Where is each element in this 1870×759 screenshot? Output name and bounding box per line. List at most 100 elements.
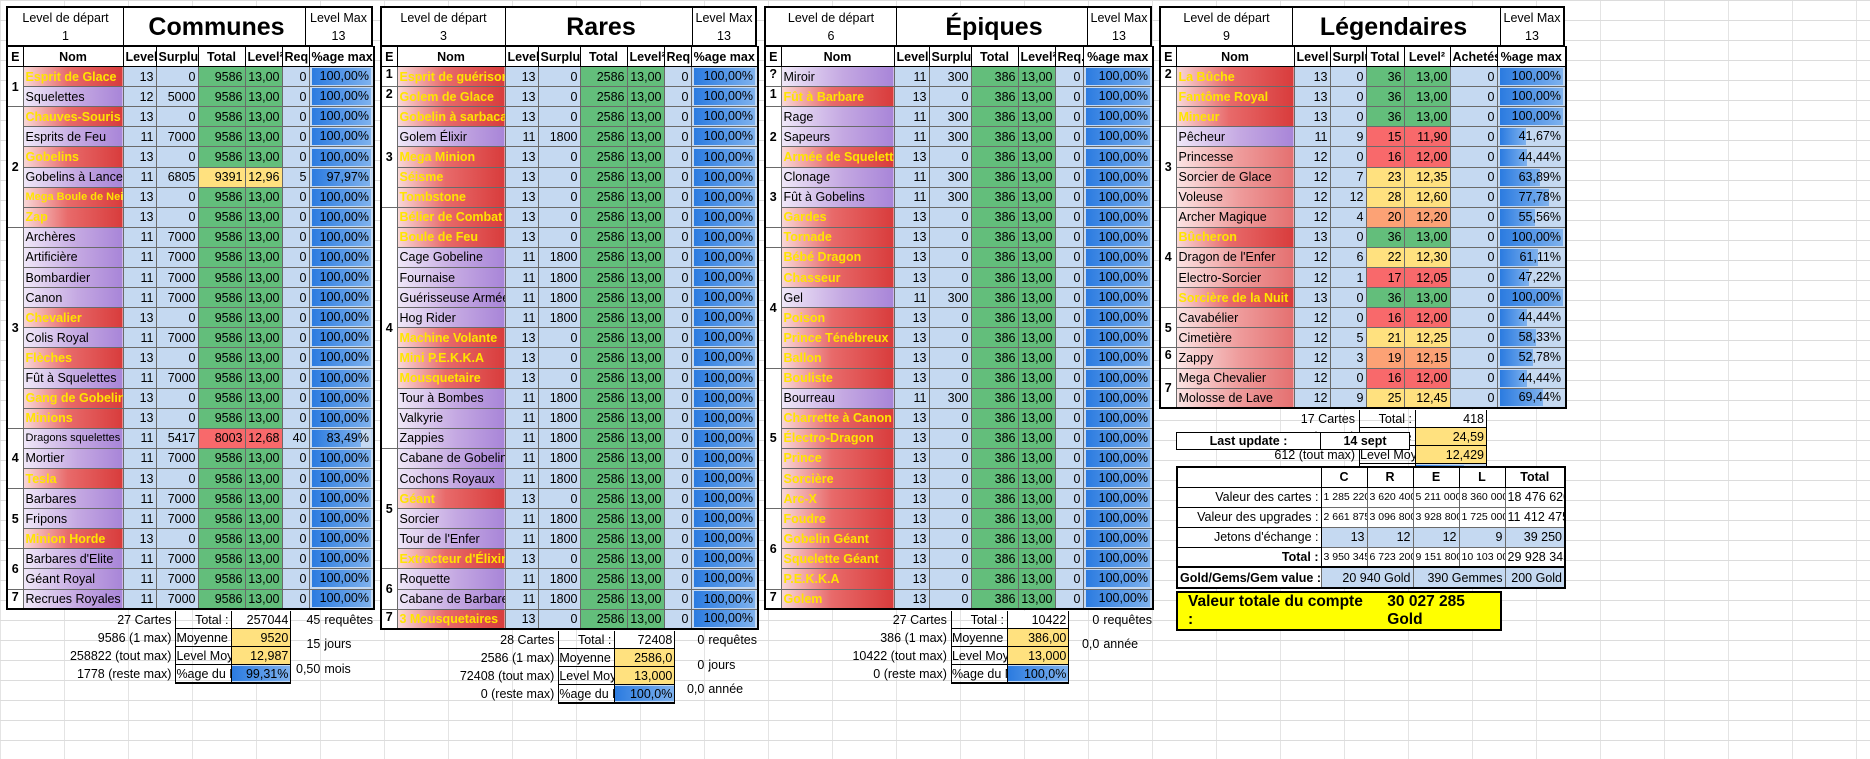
table-row[interactable]: 5 Cabane de Gobelin 11 1800 2586 13,00 0 100,00… [380, 447, 759, 570]
table-row[interactable]: Zappies 11 1800 2586 13,00 0 100,00% [381, 427, 759, 449]
table-row[interactable]: Électro-Dragon 13 0 386 13,00 0 100,00% [765, 427, 1154, 449]
table-row[interactable]: Fût à Gobelins 11 300 386 13,00 0 100,00% [765, 186, 1154, 208]
table-row[interactable]: 4 Bébé Dragon 13 0 386 13,00 0 100,00% [764, 246, 1154, 369]
table-row[interactable]: Electro-Sorcier 12 1 17 12,05 0 47,22% [1160, 267, 1567, 289]
table-row[interactable]: Bourreau 11 300 386 13,00 0 100,00% [765, 387, 1154, 409]
table-row[interactable]: ? Miroir 11 300 386 13,00 0 100,00% [764, 66, 1154, 88]
table-row[interactable]: Molosse de Lave 12 9 25 12,45 0 69,44% [1160, 387, 1567, 409]
table-row[interactable]: Gobelin Géant 13 0 386 13,00 0 100,00% [765, 528, 1154, 550]
table-row[interactable]: 2 Chauves-Souris 13 0 9586 13,00 0 100,00% [6, 106, 375, 228]
table-row[interactable]: 2 La Bûche 13 0 36 13,00 0 100,00% [1159, 66, 1567, 88]
table-row[interactable]: 4 Dragons squelettes 11 5417 8003 12,68 40 83,4… [6, 427, 375, 490]
table-row[interactable]: 3 Pêcheur 11 9 15 11,90 0 41,67% [1159, 126, 1567, 208]
table-row[interactable]: Sorcière de la Nuit 13 0 36 13,00 0 100,00% [1160, 287, 1567, 309]
table-row[interactable]: Prince Ténébreux 13 0 386 13,00 0 100,00% [765, 327, 1154, 349]
table-row[interactable]: 4 Archer Magique 12 4 20 12,20 0 55,56% [1159, 206, 1567, 309]
table-row[interactable]: Chasseur 13 0 386 13,00 0 100,00% [765, 267, 1154, 289]
table-row[interactable]: Fripons 11 7000 9586 13,00 0 100,00% [7, 508, 375, 530]
table-row[interactable]: Minions 13 0 9586 13,00 0 100,00% [7, 407, 375, 429]
table-row[interactable]: Mousquetaire 13 0 2586 13,00 0 100,00% [381, 367, 759, 389]
table-row[interactable]: Tour à Bombes 11 1800 2586 13,00 0 100,00% [381, 387, 759, 409]
table-row[interactable]: Cochons Royaux 11 1800 2586 13,00 0 100,00% [381, 467, 759, 490]
table-row[interactable]: Mineur 13 0 36 13,00 0 100,00% [1160, 106, 1567, 128]
table-row[interactable]: Prince 13 0 386 13,00 0 100,00% [765, 447, 1154, 469]
table-row[interactable]: Tornade 13 0 386 13,00 0 100,00% [764, 226, 1154, 248]
table-row[interactable]: 7 Recrues Royales 11 7000 9586 13,00 0 100,00% [6, 588, 375, 610]
percent-bar-fill [1499, 389, 1544, 407]
table-row[interactable]: Cage Gobeline 11 1800 2586 13,00 0 100,00% [381, 246, 759, 269]
table-row[interactable]: Tesla 13 0 9586 13,00 0 100,00% [7, 467, 375, 490]
table-row[interactable]: Gobelins 13 0 9586 13,00 0 100,00% [7, 146, 375, 168]
table-row[interactable]: 1 Fût à Barbare 13 0 386 13,00 0 100,00% [764, 86, 1154, 108]
table-row[interactable]: Tour de l'Enfer 11 1800 2586 13,00 0 100,00% [381, 528, 759, 550]
table-row[interactable]: Tombstone 13 0 2586 13,00 0 100,00% [381, 186, 759, 208]
table-row[interactable]: Gel 11 300 386 13,00 0 100,00% [765, 287, 1154, 309]
table-row[interactable]: 5 Bouliste 13 0 386 13,00 0 100,00% [764, 367, 1154, 510]
table-row[interactable]: Squelettes 12 5000 9586 13,00 0 100,00% [7, 86, 375, 108]
table-row[interactable]: Machine Volante 13 0 2586 13,00 0 100,00% [381, 327, 759, 349]
table-row[interactable]: Séisme 13 0 2586 13,00 0 100,00% [381, 166, 759, 188]
table-row[interactable]: Mega Minion 13 0 2586 13,00 0 100,00% [381, 146, 759, 168]
table-row[interactable]: Boule de Feu 13 0 2586 13,00 0 100,00% [381, 226, 759, 248]
table-row[interactable]: Géant Royal 11 7000 9586 13,00 0 100,00% [7, 568, 375, 590]
table-row[interactable]: Princesse 12 0 16 12,00 0 44,44% [1160, 146, 1567, 168]
table-row[interactable]: Esprits de Feu 11 7000 9586 13,00 0 100,00% [7, 126, 375, 148]
table-row[interactable]: Fournaise 11 1800 2586 13,00 0 100,00% [381, 267, 759, 289]
table-row[interactable]: Bombardier 11 7000 9586 13,00 0 100,00% [7, 267, 375, 289]
table-row[interactable]: 2 Golem de Glace 13 0 2586 13,00 0 100,00% [380, 86, 759, 108]
table-row[interactable]: Colis Royal 11 7000 9586 13,00 0 100,00% [7, 327, 375, 349]
table-row[interactable]: Sorcier 11 1800 2586 13,00 0 100,00% [381, 508, 759, 530]
table-row[interactable]: Charrette à Canon 13 0 386 13,00 0 100,00% [765, 407, 1154, 429]
table-row[interactable]: Valkyrie 11 1800 2586 13,00 0 100,00% [381, 407, 759, 429]
table-row[interactable]: 5 Barbares 11 7000 9586 13,00 0 100,00% [6, 488, 375, 550]
table-row[interactable]: 2 Rage 11 300 386 13,00 0 100,00% [764, 106, 1154, 168]
table-row[interactable]: 1 Esprit de Glace 13 0 9586 13,00 0 100,00% [6, 66, 375, 108]
table-row[interactable]: Mini P.E.K.K.A 13 0 2586 13,00 0 100,00% [381, 347, 759, 369]
table-row[interactable]: Mortier 11 7000 9586 13,00 0 100,00% [7, 447, 375, 469]
table-row[interactable]: 7 Mega Chevalier 12 0 16 12,00 0 44,44% [1159, 367, 1567, 409]
table-row[interactable]: Poison 13 0 386 13,00 0 100,00% [765, 307, 1154, 329]
table-row[interactable]: Gobelins à Lances 11 6805 9391 12,96 5 97,97% [7, 166, 375, 188]
table-row[interactable]: Gang de Gobelins 13 0 9586 13,00 0 100,00% [7, 387, 375, 409]
table-row[interactable]: Bûcheron 13 0 36 13,00 0 100,00% [1160, 226, 1567, 248]
table-row[interactable]: Zap 13 0 9586 13,00 0 100,00% [7, 206, 375, 228]
table-row[interactable]: Cimetière 12 5 21 12,25 0 58,33% [1160, 327, 1567, 349]
table-row[interactable]: Sorcière 13 0 386 13,00 0 100,00% [765, 467, 1154, 490]
table-row[interactable]: 4 Bélier de Combat 13 0 2586 13,00 0 100,00% [380, 206, 759, 449]
table-row[interactable]: Squelette Géant 13 0 386 13,00 0 100,00% [765, 548, 1154, 570]
table-row[interactable]: Minion Horde 13 0 9586 13,00 0 100,00% [7, 528, 375, 550]
table-row[interactable]: Fût à Squelettes 11 7000 9586 13,00 0 100,00% [7, 367, 375, 389]
table-row[interactable]: Dragon de l'Enfer 12 6 22 12,30 0 61,11% [1160, 246, 1567, 269]
table-row[interactable]: 6 Foudre 13 0 386 13,00 0 100,00% [764, 508, 1154, 590]
table-row[interactable]: Golem Élixir 11 1800 2586 13,00 0 100,00% [381, 126, 759, 148]
table-row[interactable]: Chevalier 13 0 9586 13,00 0 100,00% [7, 307, 375, 329]
table-row[interactable]: 3 Clonage 11 300 386 13,00 0 100,00% [764, 166, 1154, 228]
table-row[interactable]: Ballon 13 0 386 13,00 0 100,00% [765, 347, 1154, 369]
table-row[interactable]: Extracteur d'Élixir 13 0 2586 13,00 0 100,00% [381, 548, 759, 570]
table-row[interactable]: Artificière 11 7000 9586 13,00 0 100,00% [7, 246, 375, 269]
table-row[interactable]: 5 Cavabélier 12 0 16 12,00 0 44,44% [1159, 307, 1567, 349]
table-row[interactable]: Hog Rider 11 1800 2586 13,00 0 100,00% [381, 307, 759, 329]
table-row[interactable]: Fantôme Royal 13 0 36 13,00 0 100,00% [1159, 86, 1567, 128]
table-row[interactable]: Sapeurs 11 300 386 13,00 0 100,00% [765, 126, 1154, 148]
table-row[interactable]: Voleuse 12 12 28 12,60 0 77,78% [1160, 186, 1567, 208]
table-row[interactable]: 6 Barbares d'Elite 11 7000 9586 13,00 0 100,00% [6, 548, 375, 590]
table-row[interactable]: Cabane de Barbare 11 1800 2586 13,00 0 100,00% [381, 588, 759, 610]
table-row[interactable]: 1 Esprit de guérison 13 0 2586 13,00 0 100,00% [380, 66, 759, 88]
table-row[interactable]: Flèches 13 0 9586 13,00 0 100,00% [7, 347, 375, 369]
table-row[interactable]: Gardes 13 0 386 13,00 0 100,00% [765, 206, 1154, 228]
table-row[interactable]: 3 Archères 11 7000 9586 13,00 0 100,00% [6, 226, 375, 429]
table-row[interactable]: P.E.K.K.A 13 0 386 13,00 0 100,00% [765, 568, 1154, 590]
table-row[interactable]: Guérisseuse Armée 11 1800 2586 13,00 0 100,00% [381, 287, 759, 309]
table-row[interactable]: 6 Zappy 12 3 19 12,15 0 52,78% [1159, 347, 1567, 369]
table-row[interactable]: Sorcier de Glace 12 7 23 12,35 0 63,89% [1160, 166, 1567, 188]
table-row[interactable]: Arc-X 13 0 386 13,00 0 100,00% [765, 488, 1154, 510]
table-row[interactable]: 7 Golem 13 0 386 13,00 0 100,00% [764, 588, 1154, 610]
table-row[interactable]: 6 Roquette 11 1800 2586 13,00 0 100,00% [380, 568, 759, 610]
table-row[interactable]: Canon 11 7000 9586 13,00 0 100,00% [7, 287, 375, 309]
table-row[interactable]: Géant 13 0 2586 13,00 0 100,00% [381, 488, 759, 510]
